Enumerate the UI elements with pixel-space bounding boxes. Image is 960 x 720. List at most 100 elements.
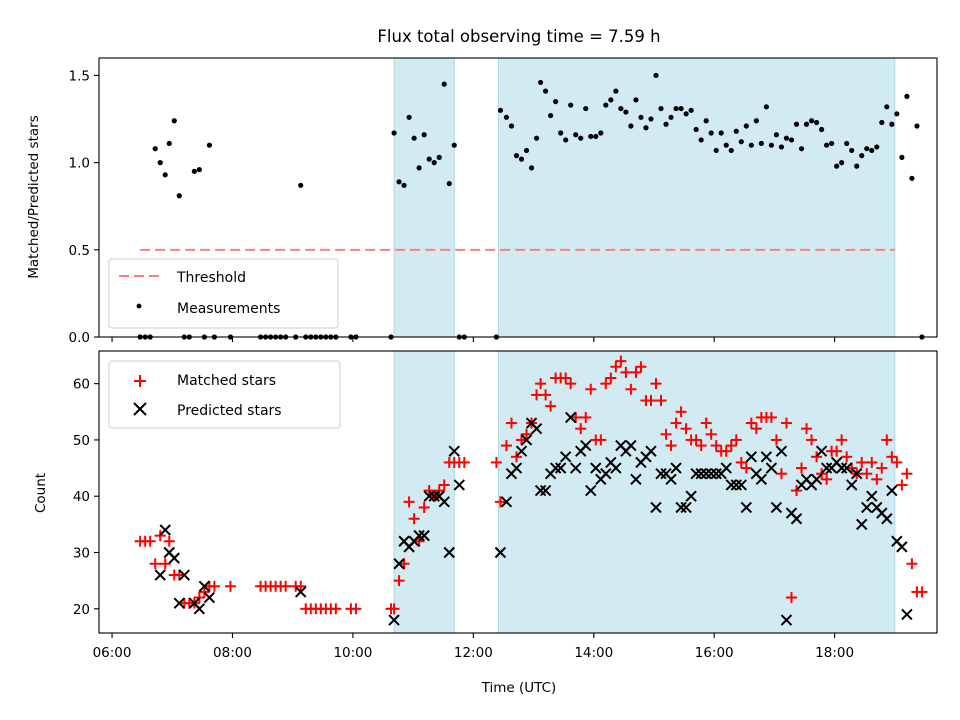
predicted-star-point [815, 445, 828, 457]
matched-star-point [730, 434, 742, 446]
legend-predicted-swatch [133, 402, 147, 416]
matched-star-point [208, 580, 220, 592]
measurement-point [783, 135, 790, 141]
measurement-point [743, 123, 749, 129]
measurement-point [844, 140, 850, 147]
measurement-point [839, 160, 845, 166]
matched-star-point [891, 456, 903, 468]
predicted-star-point [154, 569, 166, 581]
measurement-point [698, 137, 704, 143]
predicted-star-point [610, 462, 622, 474]
matched-star-point [816, 468, 828, 480]
matched-star-point [438, 479, 450, 491]
legend-matched-label: Matched stars [177, 373, 276, 389]
x-tick-label: 06:00 [93, 645, 132, 661]
measurement-point [748, 142, 754, 148]
predicted-star-point [630, 473, 642, 486]
predicted-star-point [554, 462, 567, 474]
measurement-point [411, 135, 417, 141]
matched-star-point [600, 378, 612, 390]
matched-star-point [886, 451, 898, 463]
predicted-star-point [549, 462, 562, 474]
shaded-interval [393, 57, 455, 338]
matched-star-point [780, 417, 792, 429]
matched-star-point [433, 485, 445, 497]
predicted-star-point [530, 422, 543, 435]
matched-star-point [775, 468, 787, 480]
predicted-star-point [770, 501, 783, 514]
predicted-star-point [453, 479, 465, 491]
measurement-point [298, 182, 304, 188]
matched-star-point [690, 434, 702, 446]
matched-star-point [625, 383, 637, 395]
matched-star-point [650, 378, 662, 390]
measurement-point [523, 147, 530, 154]
predicted-star-point [510, 462, 523, 474]
matched-star-point [408, 513, 420, 525]
matched-star-point [700, 417, 712, 429]
predicted-star-point [840, 462, 853, 474]
predicted-star-point [665, 473, 677, 486]
x-tick-label: 12:00 [454, 645, 493, 661]
matched-star-point [605, 372, 617, 384]
matched-star-point [505, 417, 517, 429]
predicted-star-point [600, 467, 612, 480]
measurement-point [628, 123, 634, 129]
measurement-point [864, 146, 870, 152]
measurement-point [763, 104, 769, 110]
matched-star-point [866, 456, 878, 468]
measurement-point [904, 93, 910, 99]
measurement-point [446, 180, 452, 187]
measurement-point [171, 118, 177, 124]
measurement-point [191, 168, 197, 174]
measurement-point [788, 137, 795, 143]
matched-star-point [560, 372, 572, 384]
matched-star-point [785, 592, 797, 604]
predicted-star-point [710, 467, 722, 480]
predicted-star-point [590, 462, 602, 474]
measurement-point [879, 119, 885, 126]
bottom-y-tick-label: 50 [73, 433, 90, 449]
matched-star-point [916, 586, 928, 598]
matched-star-point [393, 575, 405, 587]
matched-star-point [565, 378, 577, 390]
matched-star-point [575, 423, 587, 435]
predicted-star-point [564, 411, 577, 424]
matched-star-point [655, 395, 667, 407]
measurement-point [563, 137, 569, 143]
measurement-point [623, 109, 629, 115]
top-y-tick-label: 1.5 [69, 68, 90, 84]
matched-star-point [330, 603, 342, 615]
predicted-star-point [418, 529, 430, 542]
measurement-point [508, 123, 515, 129]
legend-matched-swatch [134, 375, 146, 387]
bottom-y-tick-label: 20 [73, 602, 90, 618]
matched-star-point [610, 361, 622, 373]
predicted-star-point [866, 490, 878, 502]
matched-star-point [680, 423, 692, 435]
matched-star-point [796, 462, 808, 474]
measurement-point [683, 111, 689, 117]
predicted-star-point [780, 614, 793, 626]
predicted-star-point [675, 501, 687, 514]
predicted-star-point [580, 439, 592, 452]
measurement-point [513, 153, 520, 159]
predicted-star-point [520, 434, 533, 446]
predicted-star-point [500, 496, 513, 508]
predicted-star-point [810, 473, 823, 486]
measurement-point [166, 140, 172, 147]
measurement-point [658, 105, 664, 112]
matched-star-point [521, 428, 533, 440]
measurement-point [708, 130, 714, 136]
matched-star-point [280, 580, 292, 592]
matched-star-point [856, 456, 868, 468]
predicted-star-point [670, 462, 682, 474]
measurement-point [758, 140, 764, 147]
predicted-star-point [735, 479, 748, 491]
predicted-star-point [423, 490, 435, 502]
predicted-star-point [494, 546, 507, 559]
bottom-y-tick-label: 60 [73, 377, 90, 393]
measurement-point [678, 105, 684, 112]
predicted-star-point [443, 546, 455, 559]
measurement-point [401, 182, 407, 188]
